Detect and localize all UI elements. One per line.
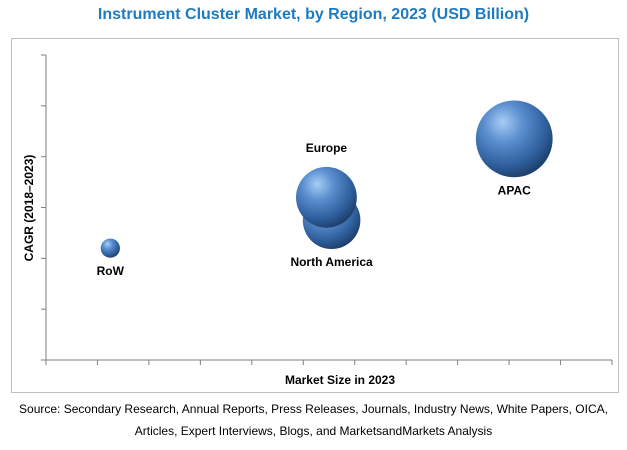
chart-frame	[11, 38, 619, 393]
chart-title: Instrument Cluster Market, by Region, 20…	[97, 6, 530, 23]
label-apac: APAC	[498, 183, 531, 197]
source-line-1: Source: Secondary Research, Annual Repor…	[19, 402, 608, 416]
bubble-row	[100, 238, 120, 258]
label-europe: Europe	[306, 141, 348, 155]
bubbles	[100, 100, 553, 258]
source-line-2: Articles, Expert Interviews, Blogs, and …	[134, 424, 493, 438]
bubble-europe	[296, 166, 357, 228]
y-axis-title: CAGR (2018–2023)	[22, 155, 36, 262]
bubble-labels: RoW North America Europe APAC	[97, 141, 531, 278]
label-north-america: North America	[290, 255, 373, 269]
axes	[41, 54, 613, 365]
x-axis-title: Market Size in 2023	[285, 373, 395, 387]
label-row: RoW	[97, 264, 125, 278]
bubble-apac	[475, 100, 553, 178]
